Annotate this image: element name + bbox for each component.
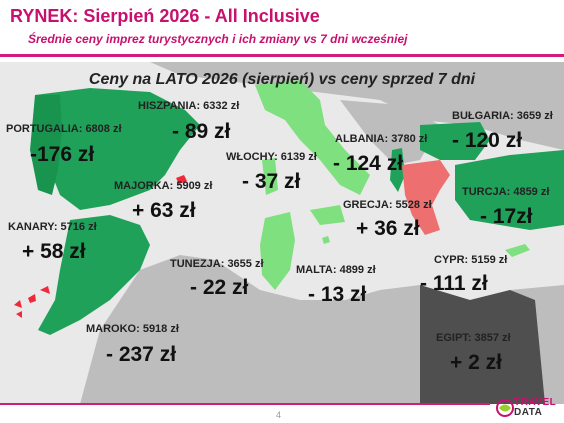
change-maroko: - 237 zł — [106, 343, 177, 366]
change-tunezja: - 22 zł — [190, 276, 249, 299]
country-albania — [390, 148, 405, 192]
change-bulgaria: - 120 zł — [452, 129, 523, 152]
page-title: RYNEK: Sierpień 2026 - All Inclusive — [10, 6, 320, 26]
page-subtitle: Średnie ceny imprez turystycznych i ich … — [28, 32, 408, 46]
label-grecja: GRECJA: 5528 zł — [343, 199, 432, 211]
footer-divider — [0, 403, 490, 405]
land-balkans — [340, 100, 440, 165]
country-hiszpania — [35, 88, 200, 210]
label-bulgaria: BUŁGARIA: 3659 zł — [452, 110, 553, 122]
country-tunezja — [260, 212, 295, 290]
label-portugalia: PORTUGALIA: 6808 zł — [6, 123, 122, 135]
label-hiszpania: HISZPANIA: 6332 zł — [138, 100, 240, 112]
change-grecja: + 36 zł — [356, 217, 420, 240]
country-cypr — [505, 244, 530, 257]
label-tunezja: TUNEZJA: 3655 zł — [170, 258, 264, 270]
country-maroko — [38, 215, 150, 335]
label-kanary: KANARY: 5716 zł — [8, 221, 97, 233]
label-albania: ALBANIA: 3780 zł — [335, 133, 428, 145]
change-turcja: - 17zł — [480, 205, 533, 228]
page-number: 4 — [276, 410, 282, 420]
change-majorka: + 63 zł — [132, 199, 196, 222]
country-turcja — [455, 150, 564, 230]
label-majorka: MAJORKA: 5909 zł — [114, 180, 213, 192]
country-grecja — [402, 160, 450, 235]
land-north — [150, 62, 564, 150]
change-egipt: + 2 zł — [450, 351, 502, 374]
country-wlochy-sicily — [310, 205, 345, 225]
change-albania: - 124 zł — [333, 152, 404, 175]
label-maroko: MAROKO: 5918 zł — [86, 323, 179, 335]
label-cypr: CYPR: 5159 zł — [434, 254, 508, 266]
label-wlochy: WŁOCHY: 6139 zł — [226, 151, 317, 163]
change-cypr: - 111 zł — [420, 272, 488, 295]
country-wlochy-sardinia — [262, 158, 278, 195]
change-wlochy: - 37 zł — [242, 170, 301, 193]
globe-icon — [496, 399, 514, 417]
logo-text-data: DATA — [514, 407, 543, 418]
header-divider — [0, 54, 564, 57]
change-portugalia: -176 zł — [30, 143, 95, 166]
country-bulgaria — [420, 122, 490, 160]
country-malta — [322, 236, 330, 244]
mediterranean-map — [0, 62, 564, 404]
label-turcja: TURCJA: 4859 zł — [462, 186, 550, 198]
country-kanary — [14, 286, 50, 318]
label-malta: MALTA: 4899 zł — [296, 264, 376, 276]
travel-data-logo: TRAVEL DATA — [496, 396, 560, 420]
logo-text-travel: TRAVEL — [514, 397, 557, 408]
country-majorka — [176, 175, 187, 184]
country-egipt — [420, 285, 545, 404]
label-egipt: EGIPT: 3857 zł — [436, 332, 511, 344]
change-malta: - 13 zł — [308, 283, 367, 306]
map-title: Ceny na LATO 2026 (sierpień) vs ceny spr… — [88, 71, 476, 88]
change-hiszpania: - 89 zł — [172, 120, 231, 143]
country-portugalia — [30, 95, 62, 195]
change-kanary: + 58 zł — [22, 240, 86, 263]
country-wlochy — [255, 80, 370, 195]
